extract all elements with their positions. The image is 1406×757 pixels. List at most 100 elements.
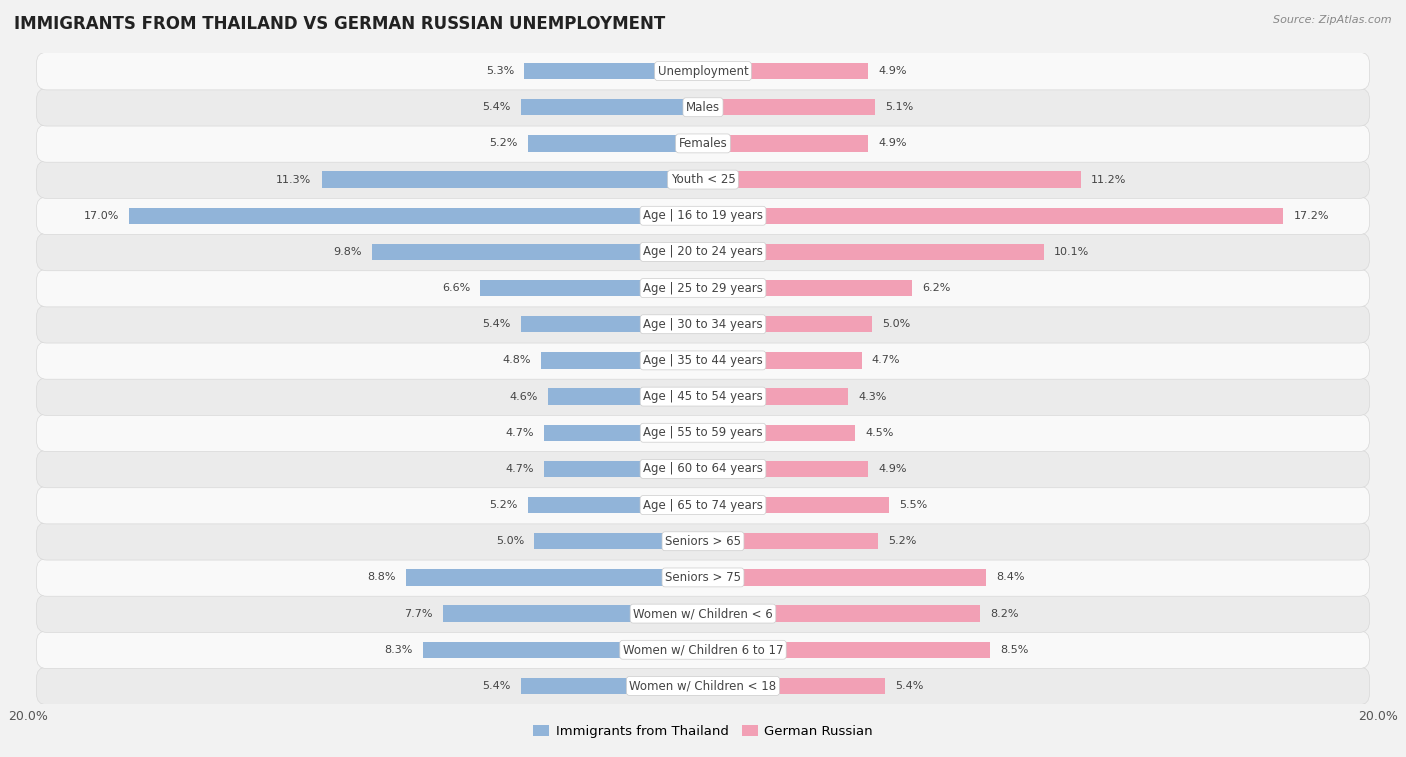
Bar xyxy=(541,352,703,369)
Text: 6.2%: 6.2% xyxy=(922,283,950,293)
FancyBboxPatch shape xyxy=(37,667,1369,705)
Text: Age | 30 to 34 years: Age | 30 to 34 years xyxy=(643,318,763,331)
Text: 4.7%: 4.7% xyxy=(872,356,900,366)
Bar xyxy=(703,425,855,441)
Text: 11.3%: 11.3% xyxy=(277,175,312,185)
Text: 8.3%: 8.3% xyxy=(384,645,413,655)
Text: 5.4%: 5.4% xyxy=(896,681,924,691)
Bar xyxy=(703,99,875,115)
Text: Age | 35 to 44 years: Age | 35 to 44 years xyxy=(643,354,763,367)
Text: Age | 65 to 74 years: Age | 65 to 74 years xyxy=(643,499,763,512)
FancyBboxPatch shape xyxy=(37,52,1369,90)
Text: Age | 45 to 54 years: Age | 45 to 54 years xyxy=(643,390,763,403)
Bar xyxy=(703,352,862,369)
Bar xyxy=(703,63,869,79)
Bar xyxy=(703,678,886,694)
Text: Source: ZipAtlas.com: Source: ZipAtlas.com xyxy=(1274,15,1392,25)
Text: 17.2%: 17.2% xyxy=(1294,210,1329,221)
Bar xyxy=(703,171,1081,188)
Bar xyxy=(527,136,703,151)
FancyBboxPatch shape xyxy=(37,559,1369,597)
Bar xyxy=(703,642,990,658)
Text: 5.2%: 5.2% xyxy=(489,139,517,148)
Text: 8.2%: 8.2% xyxy=(990,609,1018,618)
Text: Women w/ Children < 18: Women w/ Children < 18 xyxy=(630,680,776,693)
Text: Age | 55 to 59 years: Age | 55 to 59 years xyxy=(643,426,763,439)
Text: 4.5%: 4.5% xyxy=(865,428,893,438)
Bar xyxy=(703,136,869,151)
Text: Males: Males xyxy=(686,101,720,114)
Bar xyxy=(544,425,703,441)
Text: Age | 20 to 24 years: Age | 20 to 24 years xyxy=(643,245,763,258)
Text: 4.7%: 4.7% xyxy=(506,428,534,438)
Text: 5.0%: 5.0% xyxy=(496,536,524,547)
Bar xyxy=(703,569,987,586)
Text: Youth < 25: Youth < 25 xyxy=(671,173,735,186)
Bar xyxy=(373,244,703,260)
Bar xyxy=(544,461,703,477)
FancyBboxPatch shape xyxy=(37,522,1369,560)
Bar xyxy=(443,606,703,621)
Text: 4.8%: 4.8% xyxy=(502,356,531,366)
Text: Females: Females xyxy=(679,137,727,150)
FancyBboxPatch shape xyxy=(37,414,1369,452)
Text: Age | 60 to 64 years: Age | 60 to 64 years xyxy=(643,463,763,475)
Bar xyxy=(703,280,912,296)
FancyBboxPatch shape xyxy=(37,341,1369,379)
Text: 9.8%: 9.8% xyxy=(333,247,363,257)
Bar xyxy=(129,207,703,224)
Text: 4.7%: 4.7% xyxy=(506,464,534,474)
FancyBboxPatch shape xyxy=(37,486,1369,524)
Bar xyxy=(520,99,703,115)
FancyBboxPatch shape xyxy=(37,89,1369,126)
Bar xyxy=(703,388,848,405)
Text: 17.0%: 17.0% xyxy=(84,210,120,221)
Bar xyxy=(322,171,703,188)
Bar xyxy=(548,388,703,405)
Text: 4.6%: 4.6% xyxy=(509,391,537,401)
Bar xyxy=(520,316,703,332)
Text: Unemployment: Unemployment xyxy=(658,64,748,77)
Text: Seniors > 65: Seniors > 65 xyxy=(665,534,741,548)
FancyBboxPatch shape xyxy=(37,125,1369,162)
Text: 8.4%: 8.4% xyxy=(997,572,1025,582)
FancyBboxPatch shape xyxy=(37,269,1369,307)
Text: 5.5%: 5.5% xyxy=(898,500,927,510)
Text: 5.1%: 5.1% xyxy=(886,102,914,112)
Text: Seniors > 75: Seniors > 75 xyxy=(665,571,741,584)
FancyBboxPatch shape xyxy=(37,631,1369,668)
FancyBboxPatch shape xyxy=(37,160,1369,198)
Text: 4.3%: 4.3% xyxy=(858,391,887,401)
Text: 10.1%: 10.1% xyxy=(1054,247,1090,257)
Bar xyxy=(406,569,703,586)
Bar xyxy=(703,244,1043,260)
Text: 5.2%: 5.2% xyxy=(489,500,517,510)
FancyBboxPatch shape xyxy=(37,450,1369,488)
Text: Age | 25 to 29 years: Age | 25 to 29 years xyxy=(643,282,763,294)
Bar xyxy=(423,642,703,658)
Text: 5.4%: 5.4% xyxy=(482,319,510,329)
Text: 6.6%: 6.6% xyxy=(441,283,470,293)
Bar xyxy=(520,678,703,694)
Bar xyxy=(534,533,703,550)
Bar xyxy=(524,63,703,79)
Text: 5.4%: 5.4% xyxy=(482,102,510,112)
Bar xyxy=(703,461,869,477)
Bar xyxy=(703,316,872,332)
Text: 11.2%: 11.2% xyxy=(1091,175,1126,185)
FancyBboxPatch shape xyxy=(37,595,1369,632)
FancyBboxPatch shape xyxy=(37,378,1369,416)
Bar xyxy=(527,497,703,513)
Text: 4.9%: 4.9% xyxy=(879,66,907,76)
Bar xyxy=(481,280,703,296)
Text: 5.4%: 5.4% xyxy=(482,681,510,691)
Text: 8.5%: 8.5% xyxy=(1000,645,1028,655)
FancyBboxPatch shape xyxy=(37,233,1369,271)
Text: 4.9%: 4.9% xyxy=(879,139,907,148)
Bar xyxy=(703,533,879,550)
Text: 4.9%: 4.9% xyxy=(879,464,907,474)
FancyBboxPatch shape xyxy=(37,197,1369,235)
Text: Age | 16 to 19 years: Age | 16 to 19 years xyxy=(643,209,763,223)
Text: 7.7%: 7.7% xyxy=(405,609,433,618)
Text: 5.0%: 5.0% xyxy=(882,319,910,329)
